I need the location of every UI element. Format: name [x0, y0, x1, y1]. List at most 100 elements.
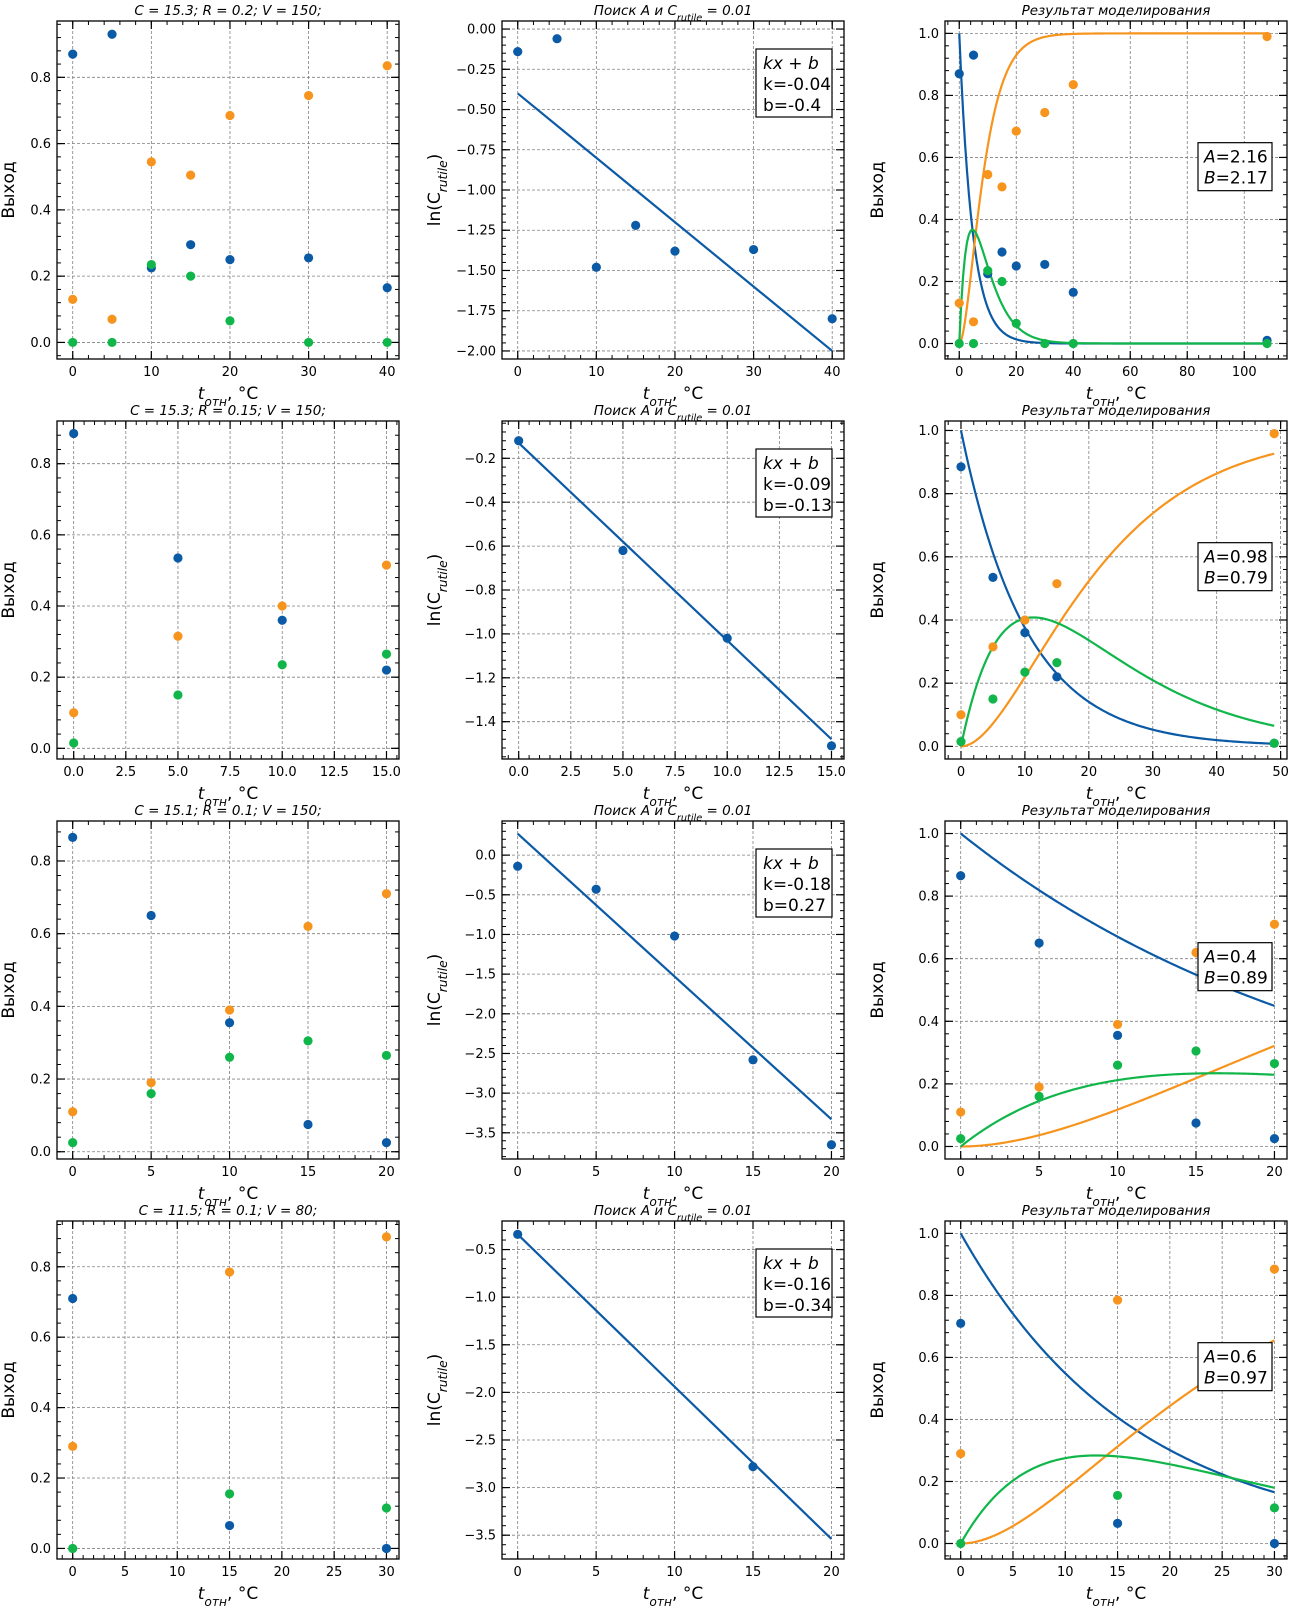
y-tick-label: −1.75 — [456, 304, 496, 319]
data-point-orange — [1269, 1264, 1280, 1274]
x-axis-label: tотн, °C — [198, 1184, 258, 1209]
data-point-blue — [1040, 259, 1050, 270]
data-point-orange — [381, 889, 392, 899]
plot-area — [514, 436, 837, 751]
axes-frame — [501, 20, 845, 360]
slope-text: k=-0.16 — [763, 1275, 831, 1295]
x-tick-label: 20 — [222, 365, 239, 380]
data-point-blue — [956, 871, 966, 881]
x-tick-label: 40 — [1065, 365, 1082, 380]
slope-text: k=-0.18 — [763, 875, 831, 895]
plot-area — [68, 29, 392, 348]
y-tick-label: 0.6 — [918, 550, 939, 565]
data-point-blue — [1112, 1518, 1123, 1528]
intercept-text: b=-0.34 — [763, 1296, 832, 1316]
data-point-orange — [303, 90, 314, 101]
y-axis-label: Выход — [868, 161, 888, 218]
x-axis-label: tотн, °C — [643, 384, 703, 409]
x-axis-label: tотн, °C — [643, 1584, 703, 1609]
data-point-green — [277, 660, 287, 670]
y-tick-label: 0.00 — [467, 23, 496, 38]
x-tick-label: 100 — [1232, 365, 1257, 380]
data-point-orange — [1020, 615, 1030, 625]
x-tick-label: 10 — [588, 365, 605, 380]
x-tick-label: 5 — [147, 1165, 155, 1180]
x-tick-label: 5 — [1009, 1565, 1017, 1580]
data-point-green — [303, 337, 314, 348]
chart-title: C = 11.5; R = 0.1; V = 80; — [139, 1203, 318, 1219]
x-tick-label: 10 — [1017, 765, 1034, 780]
data-point-orange — [954, 298, 964, 308]
chart-panel-r1-c1: 0.0 2.5 5.0 7.5 10.0 12.5 15.0 −0.2 −0.4 −0.6 −0.8… — [425, 403, 846, 809]
y-tick-label: 0.8 — [918, 890, 939, 905]
x-tick-label: 60 — [1122, 365, 1139, 380]
y-tick-label: −0.25 — [456, 63, 496, 78]
x-tick-label: 10 — [143, 365, 160, 380]
data-point-orange — [381, 1232, 392, 1242]
y-tick-label: 0.0 — [30, 336, 51, 351]
formula-text: kx + b — [763, 854, 819, 874]
ln-data-point — [748, 1462, 758, 1472]
x-tick-label: 30 — [745, 365, 762, 380]
data-point-blue — [69, 428, 79, 439]
data-point-blue — [146, 910, 156, 921]
y-tick-label: −1.00 — [456, 184, 496, 199]
y-tick-label: 0.0 — [918, 337, 939, 352]
chart-title: Результат моделирования — [1022, 403, 1211, 419]
slope-text: k=-0.09 — [763, 475, 831, 495]
y-axis-label: Выход — [0, 961, 19, 1018]
data-point-green — [1269, 738, 1279, 748]
x-tick-label: 7.5 — [220, 765, 241, 780]
x-axis-label: tотн, °C — [643, 784, 703, 809]
data-point-green — [68, 1138, 78, 1148]
y-tick-label: 0.8 — [30, 457, 51, 472]
y-tick-label: 0.2 — [30, 671, 51, 686]
y-tick-label: −1.50 — [456, 264, 496, 279]
model-curve-green — [958, 228, 1268, 345]
y-tick-label: 0.6 — [918, 151, 939, 166]
slope-text: k=-0.04 — [763, 75, 831, 95]
y-tick-label: 1.0 — [918, 827, 939, 842]
ln-data-point — [618, 545, 628, 556]
x-tick-label: 5.0 — [613, 765, 634, 780]
chart-title: C = 15.3; R = 0.15; V = 150; — [130, 403, 326, 419]
y-axis-label: ln(Crutile) — [425, 154, 450, 227]
data-point-blue — [1011, 261, 1021, 271]
y-tick-label: −2.0 — [464, 1007, 496, 1022]
data-point-green — [382, 337, 392, 348]
data-point-orange — [1262, 31, 1272, 42]
data-point-orange — [277, 601, 287, 611]
data-point-blue — [381, 1543, 392, 1554]
y-tick-label: 0.6 — [30, 927, 51, 942]
y-tick-label: 0.0 — [30, 1542, 51, 1557]
data-point-orange — [956, 1448, 966, 1459]
plot-area — [513, 832, 837, 1150]
formula-text: kx + b — [763, 54, 819, 74]
data-point-green — [146, 259, 156, 270]
y-axis-label: ln(Crutile) — [425, 954, 450, 1027]
chart-panel-r1-c0: 0.0 2.5 5.0 7.5 10.0 12.5 15.0 0.0 0.2 0.4 0.6 0.8 C… — [0, 403, 401, 809]
formula-box — [755, 848, 833, 918]
x-tick-label: 20 — [823, 1565, 840, 1580]
y-tick-label: 0.0 — [918, 1537, 939, 1552]
y-tick-label: 0.2 — [918, 1077, 939, 1092]
param-box — [1197, 942, 1273, 992]
model-curve-orange — [958, 32, 1268, 345]
y-tick-label: 0.2 — [918, 677, 939, 692]
y-tick-label: −1.2 — [464, 671, 496, 686]
data-point-green — [303, 1036, 313, 1046]
data-point-green — [997, 276, 1007, 287]
data-point-green — [68, 1543, 78, 1554]
x-axis-label: tотн, °C — [198, 1584, 258, 1609]
ln-data-point — [591, 884, 601, 894]
data-point-blue — [186, 240, 196, 250]
ln-data-point — [748, 1055, 758, 1065]
data-point-orange — [224, 1267, 235, 1277]
y-tick-label: 0.0 — [918, 740, 939, 755]
data-point-orange — [68, 1441, 78, 1451]
param-a-text: A=2.16 — [1203, 148, 1268, 168]
data-point-green — [381, 1050, 392, 1061]
chart-title: Результат моделирования — [1022, 3, 1211, 19]
fit-line — [517, 92, 833, 352]
data-point-blue — [68, 832, 78, 842]
